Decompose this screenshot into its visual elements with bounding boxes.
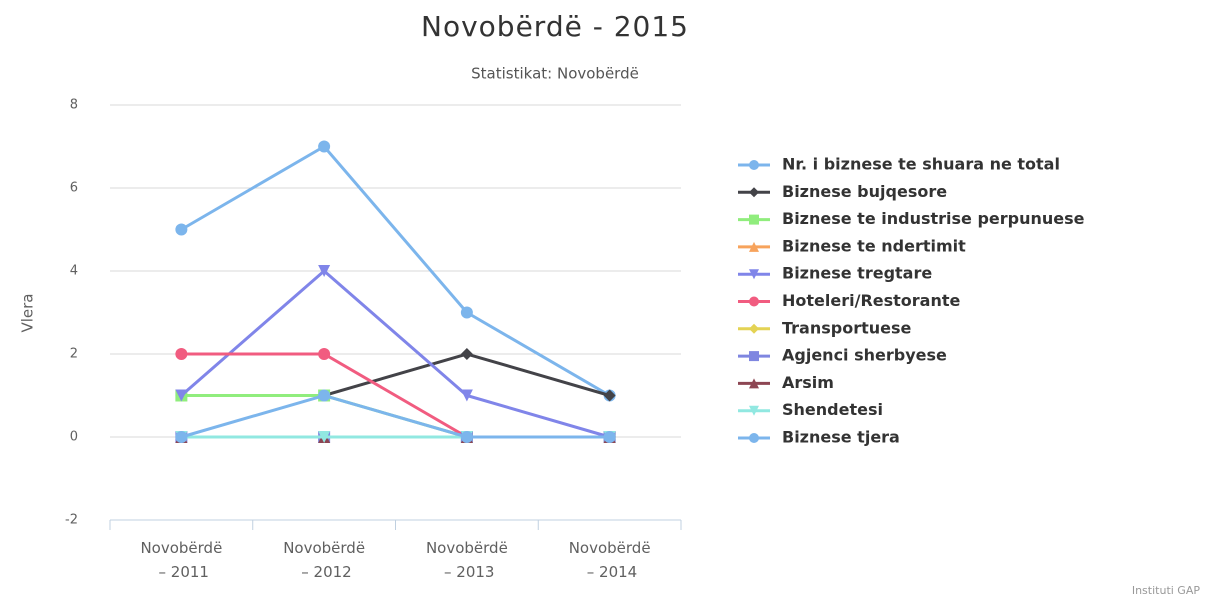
marker [318, 140, 331, 153]
marker [749, 433, 759, 443]
legend-label: Arsim [782, 373, 834, 392]
x-tick-label: Novobërdë – 2012 [283, 539, 365, 581]
series-line [180, 393, 610, 439]
y-tick-label: 0 [70, 430, 78, 445]
x-tick-label: Novobërdë – 2014 [569, 539, 651, 581]
marker [460, 348, 473, 360]
marker [175, 223, 188, 236]
legend-label: Biznese bujqesore [782, 182, 947, 201]
x-tick-label: Novobërdë – 2013 [426, 539, 508, 581]
marker [460, 306, 473, 319]
legend-label: Nr. i biznese te shuara ne total [782, 155, 1060, 174]
series-line [181, 352, 611, 397]
marker [460, 431, 473, 443]
marker [749, 296, 759, 307]
marker [603, 431, 616, 443]
marker [318, 265, 331, 277]
marker [749, 323, 759, 334]
x-tick-label-line: Novobërdë [140, 539, 222, 557]
series-line [180, 144, 611, 397]
marker [318, 389, 331, 402]
marker [749, 241, 759, 252]
legend-label: Shendetesi [782, 400, 883, 419]
series-line [180, 269, 611, 439]
legend-label: Biznese te ndertimit [782, 236, 966, 255]
x-tick-label-line: Novobërdë [569, 539, 651, 557]
marker [318, 431, 331, 443]
x-tick-label-line: – 2013 [439, 563, 494, 581]
legend-label: Biznese tjera [782, 428, 900, 447]
legend-label: Biznese tregtare [782, 264, 932, 283]
x-tick-label-line: Novobërdë [426, 539, 508, 557]
x-tick-label-line: – 2011 [154, 563, 209, 581]
credits: Instituti GAP [1132, 584, 1201, 597]
marker [318, 348, 331, 360]
legend-label: Transportuese [782, 318, 912, 337]
marker [175, 348, 188, 360]
marker [749, 269, 759, 280]
marker [603, 389, 616, 402]
y-tick-label: 4 [70, 264, 78, 279]
x-tick-label: Novobërdë – 2011 [140, 539, 222, 581]
marker [749, 405, 759, 416]
x-tick-label-line: – 2014 [582, 563, 637, 581]
marker [749, 160, 759, 170]
x-tick-label-line: – 2012 [297, 563, 352, 581]
y-tick-label: 6 [70, 181, 78, 196]
chart-subtitle: Statistikat: Novobërdë [471, 65, 639, 83]
marker [749, 378, 759, 389]
legend-label: Biznese te industrise perpunuese [782, 209, 1085, 228]
marker [175, 389, 188, 402]
chart-title: Novobërdë - 2015 [421, 10, 689, 43]
marker [460, 389, 473, 402]
y-axis-title: Vlera [19, 293, 37, 332]
x-tick-label-line: Novobërdë [283, 539, 365, 557]
marker [175, 431, 188, 443]
marker [749, 214, 759, 225]
legend-label: Agjenci sherbyese [782, 346, 947, 365]
y-tick-label: -2 [65, 513, 78, 528]
marker [749, 351, 759, 362]
y-tick-label: 2 [70, 347, 78, 362]
legend-label: Hoteleri/Restorante [782, 291, 961, 310]
marker [749, 187, 759, 198]
y-tick-label: 8 [70, 98, 78, 113]
